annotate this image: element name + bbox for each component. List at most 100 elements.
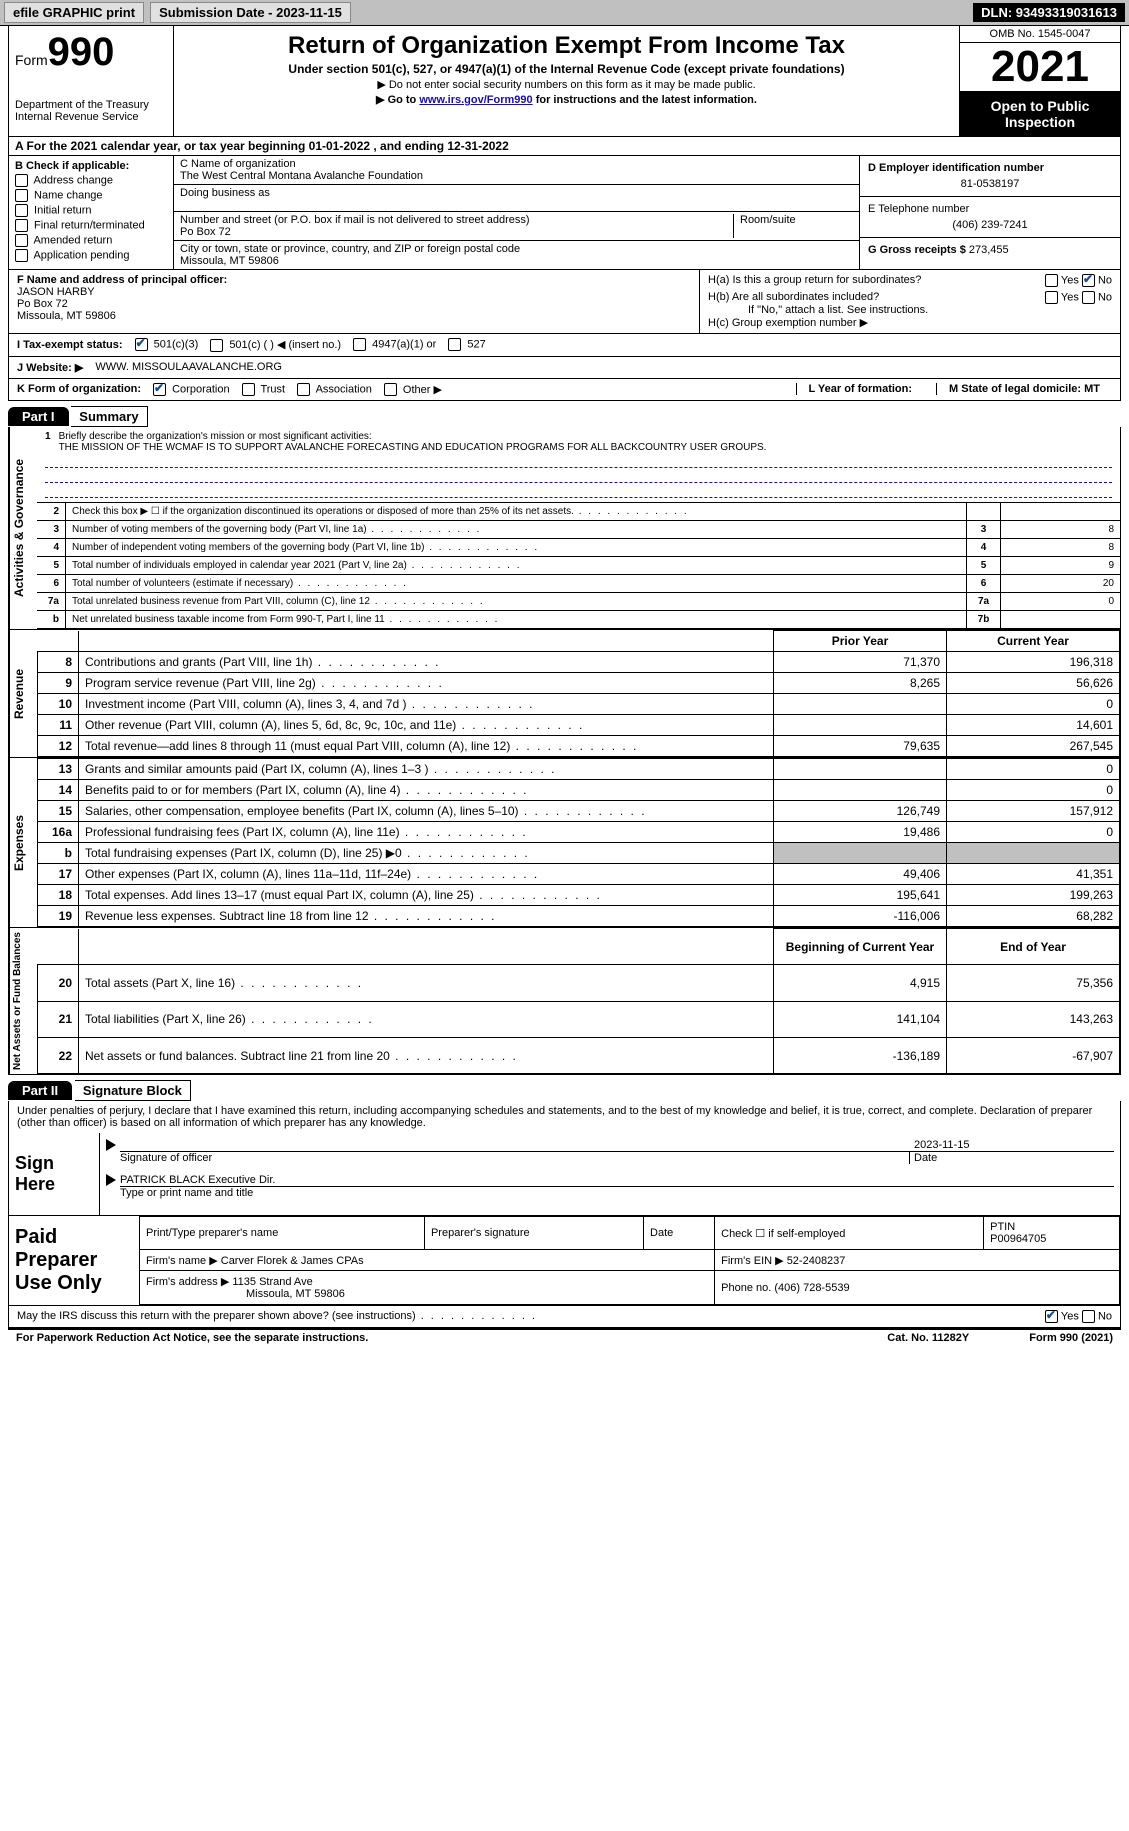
- city-value: Missoula, MT 59806: [180, 255, 853, 267]
- firm-name: Carver Florek & James CPAs: [221, 1255, 364, 1267]
- assoc-checkbox[interactable]: [297, 383, 310, 396]
- phone-value: (406) 728-5539: [774, 1282, 849, 1294]
- checkbox[interactable]: [15, 219, 28, 232]
- self-employed-hdr: Check ☐ if self-employed: [715, 1217, 984, 1250]
- officer-name: JASON HARBY: [17, 286, 95, 298]
- addr-label: Number and street (or P.O. box if mail i…: [180, 214, 733, 226]
- dept-label: Department of the Treasury: [15, 99, 167, 111]
- irs-label: Internal Revenue Service: [15, 111, 167, 123]
- top-bar: efile GRAPHIC print Submission Date - 20…: [0, 0, 1129, 26]
- line-k: K Form of organization: Corporation Trus…: [8, 379, 1121, 402]
- activities-sidelabel: Activities & Governance: [9, 427, 37, 629]
- section-bcd: B Check if applicable: Address change Na…: [8, 156, 1121, 270]
- preparer-date-hdr: Date: [644, 1217, 715, 1250]
- expenses-sidelabel: Expenses: [9, 758, 37, 927]
- 4947-checkbox[interactable]: [353, 338, 366, 351]
- preparer-sig-hdr: Preparer's signature: [424, 1217, 643, 1250]
- print-name-label: Type or print name and title: [120, 1186, 1114, 1199]
- addr-value: Po Box 72: [180, 226, 733, 238]
- checkbox[interactable]: [15, 204, 28, 217]
- firm-addr1: 1135 Strand Ave: [232, 1276, 312, 1288]
- paid-preparer-label: Paid Preparer Use Only: [9, 1216, 139, 1305]
- ha-no-checkbox[interactable]: [1082, 274, 1095, 287]
- end-year-header: End of Year: [947, 929, 1120, 965]
- section-b-label: B Check if applicable:: [15, 160, 129, 172]
- section-fgh: F Name and address of principal officer:…: [8, 270, 1121, 334]
- other-checkbox[interactable]: [384, 383, 397, 396]
- revenue-section: Revenue Prior Year Current Year 8Contrib…: [8, 630, 1121, 758]
- hb-note: If "No," attach a list. See instructions…: [708, 304, 1112, 316]
- activities-section: Activities & Governance 1 Briefly descri…: [8, 427, 1121, 630]
- discuss-line: May the IRS discuss this return with the…: [8, 1306, 1121, 1328]
- firm-ein: 52-2408237: [787, 1255, 846, 1267]
- dln-label: DLN: 93493319031613: [973, 3, 1125, 22]
- ha-label: H(a) Is this a group return for subordin…: [708, 274, 921, 287]
- org-name-label: C Name of organization: [180, 158, 853, 170]
- checkbox[interactable]: [15, 234, 28, 247]
- hb-label: H(b) Are all subordinates included?: [708, 291, 879, 304]
- paid-preparer-block: Paid Preparer Use Only Print/Type prepar…: [8, 1216, 1121, 1306]
- checkbox[interactable]: [15, 189, 28, 202]
- expenses-section: Expenses 13Grants and similar amounts pa…: [8, 758, 1121, 928]
- hb-yes-checkbox[interactable]: [1045, 291, 1058, 304]
- sign-here-label: Sign Here: [9, 1133, 99, 1215]
- preparer-name-hdr: Print/Type preparer's name: [140, 1217, 425, 1250]
- efile-button[interactable]: efile GRAPHIC print: [4, 2, 144, 23]
- arrow-icon: [106, 1174, 116, 1186]
- firm-ein-label: Firm's EIN ▶: [721, 1255, 784, 1267]
- part2-title: Signature Block: [75, 1080, 191, 1101]
- goto-note: ▶ Go to www.irs.gov/Form990 for instruct…: [182, 93, 951, 106]
- 501c3-checkbox[interactable]: [135, 338, 148, 351]
- tax-year: 2021: [960, 43, 1120, 92]
- inspection-badge: Open to Public Inspection: [960, 92, 1120, 136]
- checkbox[interactable]: [15, 174, 28, 187]
- phone-label: Phone no.: [721, 1282, 771, 1294]
- checkbox[interactable]: [15, 249, 28, 262]
- corp-checkbox[interactable]: [153, 383, 166, 396]
- gross-label: G Gross receipts $: [868, 244, 966, 256]
- tel-value: (406) 239-7241: [868, 219, 1112, 231]
- line-j: J Website: ▶ WWW. MISSOULAAVALANCHE.ORG: [8, 357, 1121, 379]
- submission-button[interactable]: Submission Date - 2023-11-15: [150, 2, 351, 23]
- paperwork-note: For Paperwork Reduction Act Notice, see …: [16, 1332, 368, 1344]
- discuss-no-checkbox[interactable]: [1082, 1310, 1095, 1323]
- line-a: A For the 2021 calendar year, or tax yea…: [8, 137, 1121, 156]
- trust-checkbox[interactable]: [242, 383, 255, 396]
- 501c-checkbox[interactable]: [210, 339, 223, 352]
- omb-number: OMB No. 1545-0047: [960, 26, 1120, 43]
- line-i: I Tax-exempt status: 501(c)(3) 501(c) ( …: [8, 334, 1121, 357]
- firm-addr2: Missoula, MT 59806: [146, 1288, 345, 1300]
- part1-tag: Part I: [8, 407, 69, 426]
- org-name: The West Central Montana Avalanche Found…: [180, 170, 853, 182]
- discuss-yes-checkbox[interactable]: [1045, 1310, 1058, 1323]
- gross-value: 273,455: [969, 244, 1009, 256]
- ptin-hdr: PTIN: [990, 1221, 1015, 1233]
- officer-label: F Name and address of principal officer:: [17, 274, 227, 286]
- irs-link[interactable]: www.irs.gov/Form990: [419, 94, 532, 106]
- cat-no: Cat. No. 11282Y: [887, 1332, 969, 1344]
- ha-yes-checkbox[interactable]: [1045, 274, 1058, 287]
- form-title: Return of Organization Exempt From Incom…: [182, 32, 951, 60]
- hb-no-checkbox[interactable]: [1082, 291, 1095, 304]
- ssn-note: ▶ Do not enter social security numbers o…: [182, 78, 951, 91]
- website-value: WWW. MISSOULAAVALANCHE.ORG: [95, 361, 282, 373]
- line1-label: Briefly describe the organization's miss…: [59, 431, 372, 442]
- netassets-section: Net Assets or Fund Balances Beginning of…: [8, 928, 1121, 1075]
- sig-officer-label: Signature of officer: [120, 1152, 909, 1164]
- date-label: Date: [909, 1152, 1114, 1164]
- form-header: Form990 Department of the Treasury Inter…: [8, 26, 1121, 137]
- arrow-icon: [106, 1139, 116, 1151]
- officer-addr1: Po Box 72: [17, 298, 68, 310]
- ein-value: 81-0538197: [868, 178, 1112, 190]
- 527-checkbox[interactable]: [448, 338, 461, 351]
- signature-block: Under penalties of perjury, I declare th…: [8, 1101, 1121, 1216]
- revenue-sidelabel: Revenue: [9, 630, 37, 757]
- part2-tag: Part II: [8, 1081, 72, 1100]
- hc-label: H(c) Group exemption number ▶: [708, 316, 1112, 329]
- ptin-value: P00964705: [990, 1233, 1046, 1245]
- ein-label: D Employer identification number: [868, 162, 1044, 174]
- form-subtitle: Under section 501(c), 527, or 4947(a)(1)…: [182, 62, 951, 76]
- city-label: City or town, state or province, country…: [180, 243, 853, 255]
- footer: For Paperwork Reduction Act Notice, see …: [8, 1328, 1121, 1346]
- firm-addr-label: Firm's address ▶: [146, 1276, 229, 1288]
